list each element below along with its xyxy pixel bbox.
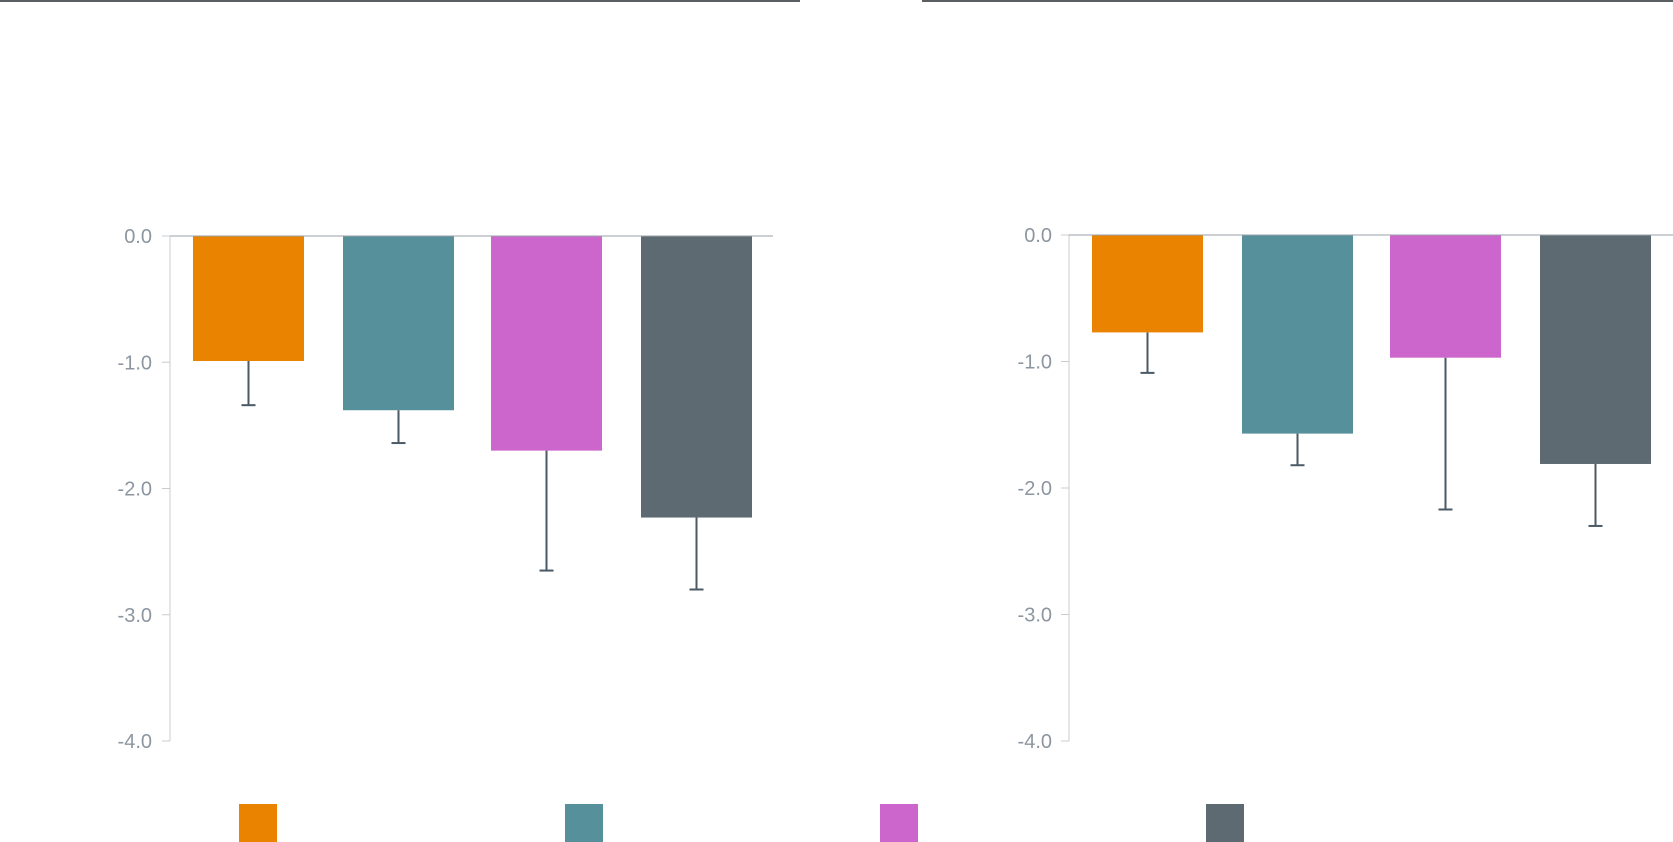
legend <box>239 804 1244 842</box>
y-tick-label: -1.0 <box>118 352 152 374</box>
chart-panel-left: 0.0 -1.0 -2.0 -3.0 -4.0 <box>118 226 773 753</box>
legend-swatch <box>1206 804 1244 842</box>
bar <box>1242 235 1353 434</box>
y-tick-label: -2.0 <box>118 479 152 501</box>
y-tick-label: -3.0 <box>1018 605 1052 627</box>
bar <box>1540 235 1651 464</box>
bar <box>193 236 304 361</box>
y-tick-label: -2.0 <box>1018 478 1052 500</box>
bar <box>641 236 752 518</box>
chart-panel-right: 0.0 -1.0 -2.0 -3.0 -4.0 <box>1018 225 1673 753</box>
y-tick-label: -3.0 <box>118 605 152 627</box>
y-tick-label: 0.0 <box>124 226 152 248</box>
bar <box>343 236 454 411</box>
bar <box>1390 235 1501 358</box>
y-tick-label: -4.0 <box>1018 731 1052 753</box>
legend-swatch <box>239 804 277 842</box>
bar <box>491 236 602 451</box>
bar <box>1092 235 1203 333</box>
y-tick-label: 0.0 <box>1024 225 1052 247</box>
y-tick-label: -1.0 <box>1018 352 1052 374</box>
y-tick-label: -4.0 <box>118 731 152 753</box>
legend-swatch <box>565 804 603 842</box>
legend-swatch <box>880 804 918 842</box>
